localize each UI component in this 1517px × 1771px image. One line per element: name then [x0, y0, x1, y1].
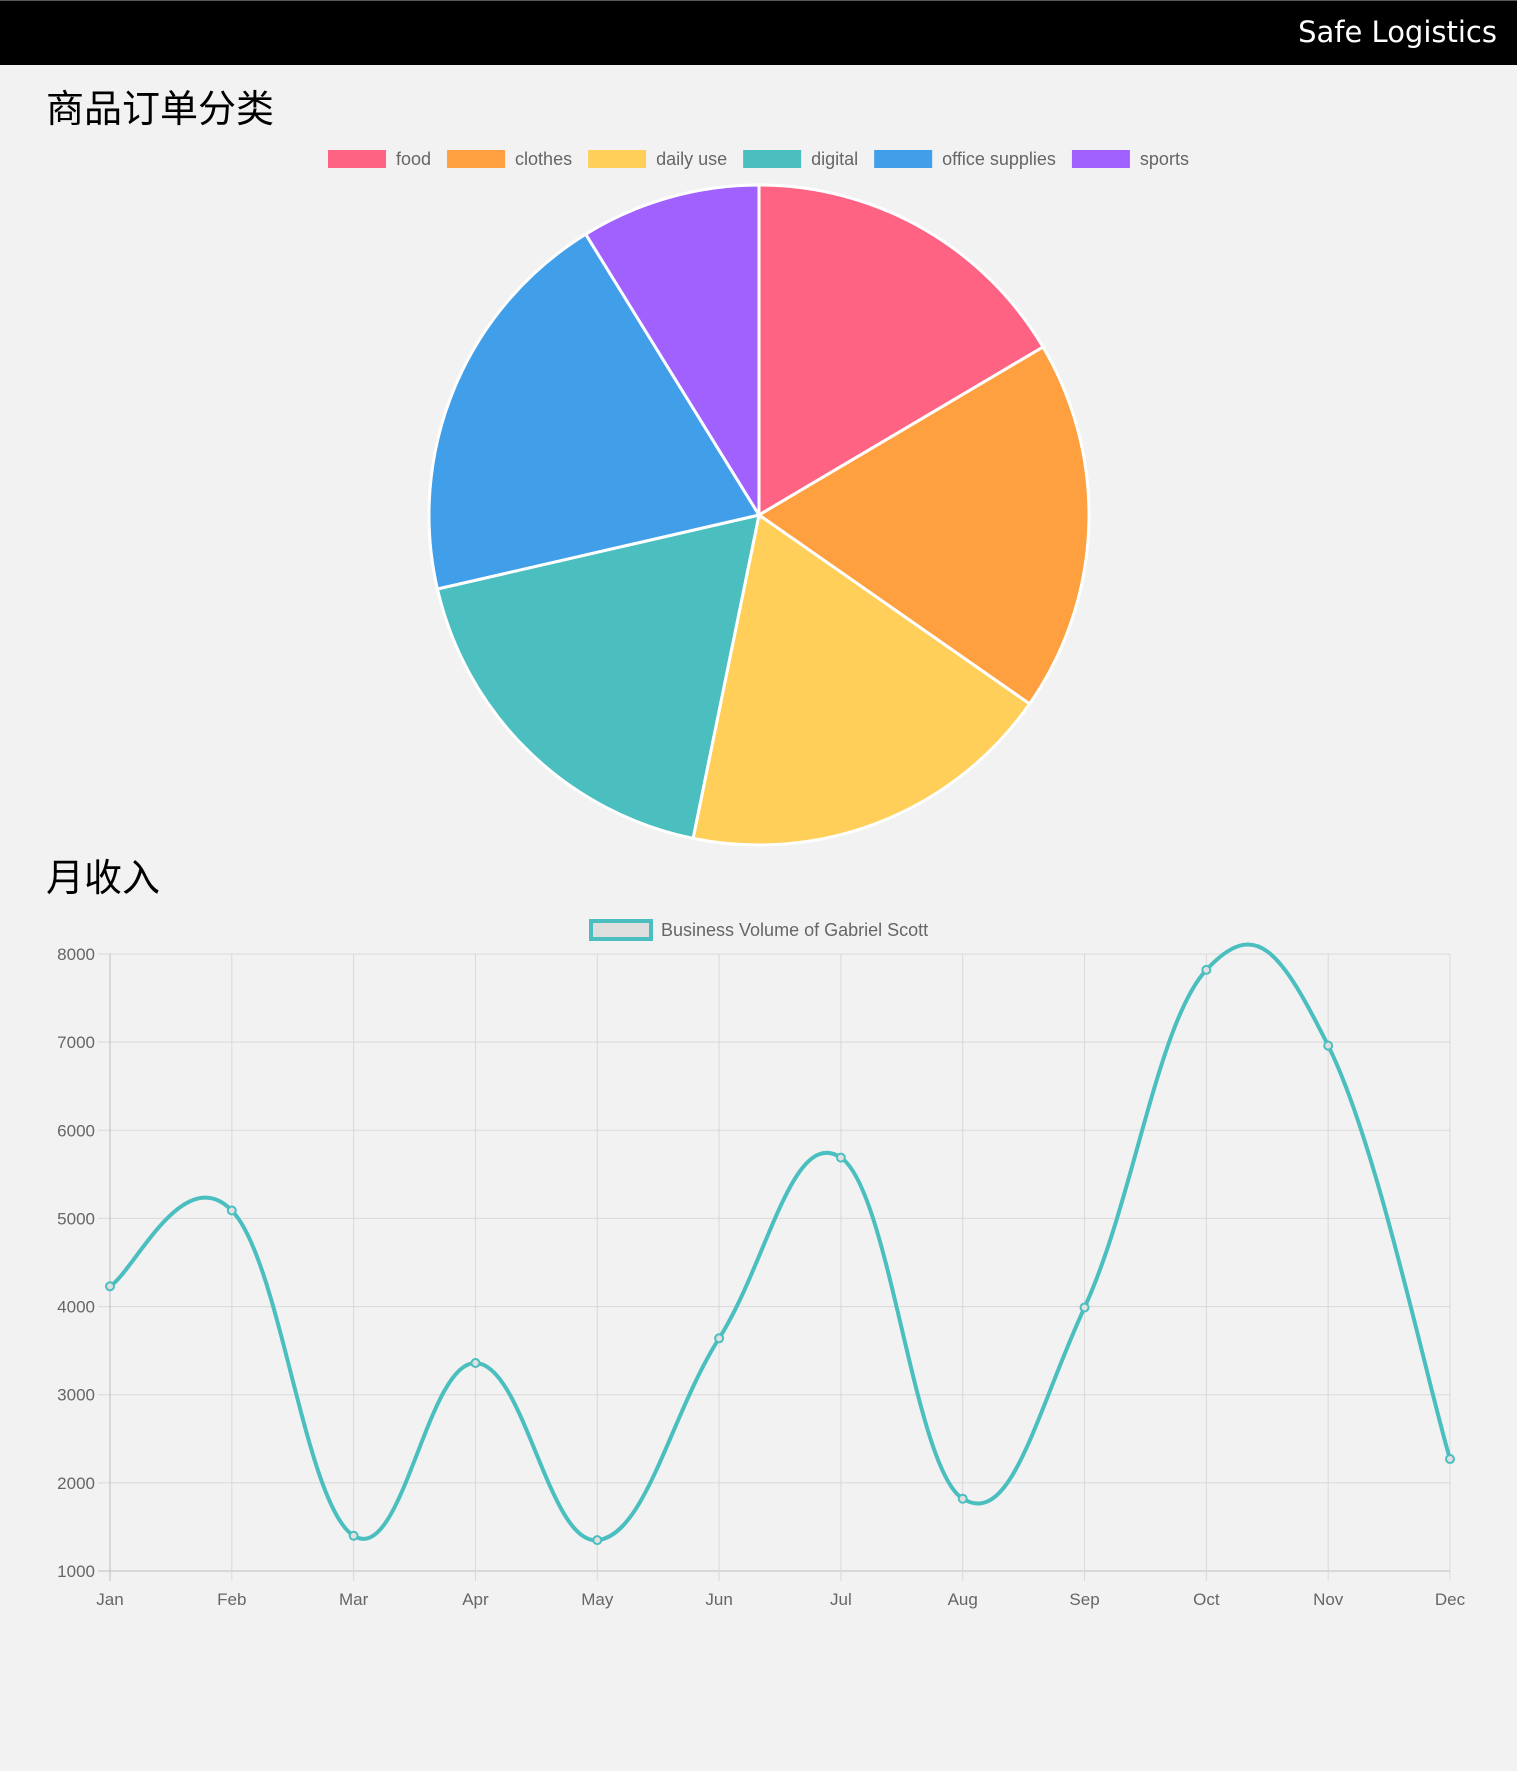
y-tick-label: 1000	[57, 1562, 95, 1581]
legend-label-food: food	[396, 149, 431, 169]
legend-swatch-series	[589, 919, 653, 941]
pie-chart: food clothes daily use digital office suppli…	[328, 149, 1189, 847]
x-tick-label: Oct	[1193, 1590, 1220, 1609]
legend-swatch-food	[328, 150, 386, 168]
legend-swatch-sports	[1071, 150, 1130, 168]
y-tick-label: 5000	[57, 1209, 95, 1228]
data-point-jun	[714, 1333, 725, 1344]
data-point-sep	[1079, 1302, 1090, 1313]
data-point-oct	[1201, 964, 1212, 975]
legend-label-digital: digital	[811, 149, 858, 169]
y-tick-label: 2000	[57, 1474, 95, 1493]
series-points	[105, 964, 1455, 1546]
pie-slice-digital	[435, 513, 761, 841]
data-point-aug	[957, 1493, 968, 1504]
line-section-title: 月收入	[46, 856, 161, 900]
x-tick-label: Nov	[1313, 1590, 1344, 1609]
line-legend: Business Volume of Gabriel Scott	[589, 919, 928, 941]
legend-label-clothes: clothes	[515, 149, 572, 169]
data-point-dec	[1445, 1454, 1455, 1465]
pie-slice-office-supplies	[427, 232, 762, 591]
y-tick-label: 6000	[57, 1121, 95, 1140]
brand-title[interactable]: Safe Logistics	[1298, 15, 1497, 49]
series-line	[108, 942, 1452, 1543]
x-tick-label: Jul	[830, 1590, 852, 1609]
legend-label-office-supplies: office supplies	[942, 149, 1056, 169]
data-point-may	[592, 1535, 603, 1546]
x-tick-label: Jun	[705, 1590, 732, 1609]
y-tick-label: 7000	[57, 1033, 95, 1052]
data-point-jul	[835, 1152, 846, 1163]
data-point-nov	[1323, 1040, 1334, 1051]
pie-slice-clothes	[756, 344, 1091, 706]
x-tick-label: Sep	[1069, 1590, 1099, 1609]
pie-legend: food clothes daily use digital office suppli…	[328, 149, 1189, 169]
pie-slice-daily-use	[691, 512, 1032, 847]
pie-slice-sports	[583, 183, 761, 521]
legend-label-series: Business Volume of Gabriel Scott	[661, 920, 928, 940]
x-tick-label: Dec	[1435, 1590, 1466, 1609]
x-tick-label: Mar	[339, 1590, 369, 1609]
legend-swatch-daily-use	[588, 150, 647, 168]
data-point-jan	[105, 1281, 115, 1292]
y-tick-label: 4000	[57, 1298, 95, 1317]
x-tick-label: Feb	[217, 1590, 246, 1609]
data-point-feb	[226, 1205, 237, 1216]
y-tick-label: 3000	[57, 1386, 95, 1405]
pie-section-title: 商品订单分类	[46, 87, 275, 131]
legend-swatch-clothes	[447, 150, 506, 168]
x-tick-label: May	[581, 1590, 614, 1609]
x-tick-label: Apr	[462, 1590, 489, 1609]
y-tick-label: 8000	[57, 945, 95, 964]
line-chart: Business Volume of Gabriel Scott 1000 2000…	[57, 919, 1466, 1609]
pie-slice-food	[757, 183, 1046, 518]
pie-slices	[427, 183, 1091, 847]
data-point-mar	[348, 1530, 359, 1541]
top-navbar: Safe Logistics	[0, 0, 1517, 65]
data-point-apr	[470, 1357, 481, 1368]
line-grid: 1000 2000 3000 4000 5000 6000 7000 8000 Jan Feb Ma…	[57, 945, 1465, 1609]
legend-swatch-digital	[743, 150, 802, 168]
legend-swatch-office-supplies	[874, 150, 933, 168]
x-tick-label: Jan	[96, 1590, 123, 1609]
x-tick-label: Aug	[948, 1590, 978, 1609]
legend-label-sports: sports	[1140, 149, 1189, 169]
legend-label-daily-use: daily use	[656, 149, 727, 169]
